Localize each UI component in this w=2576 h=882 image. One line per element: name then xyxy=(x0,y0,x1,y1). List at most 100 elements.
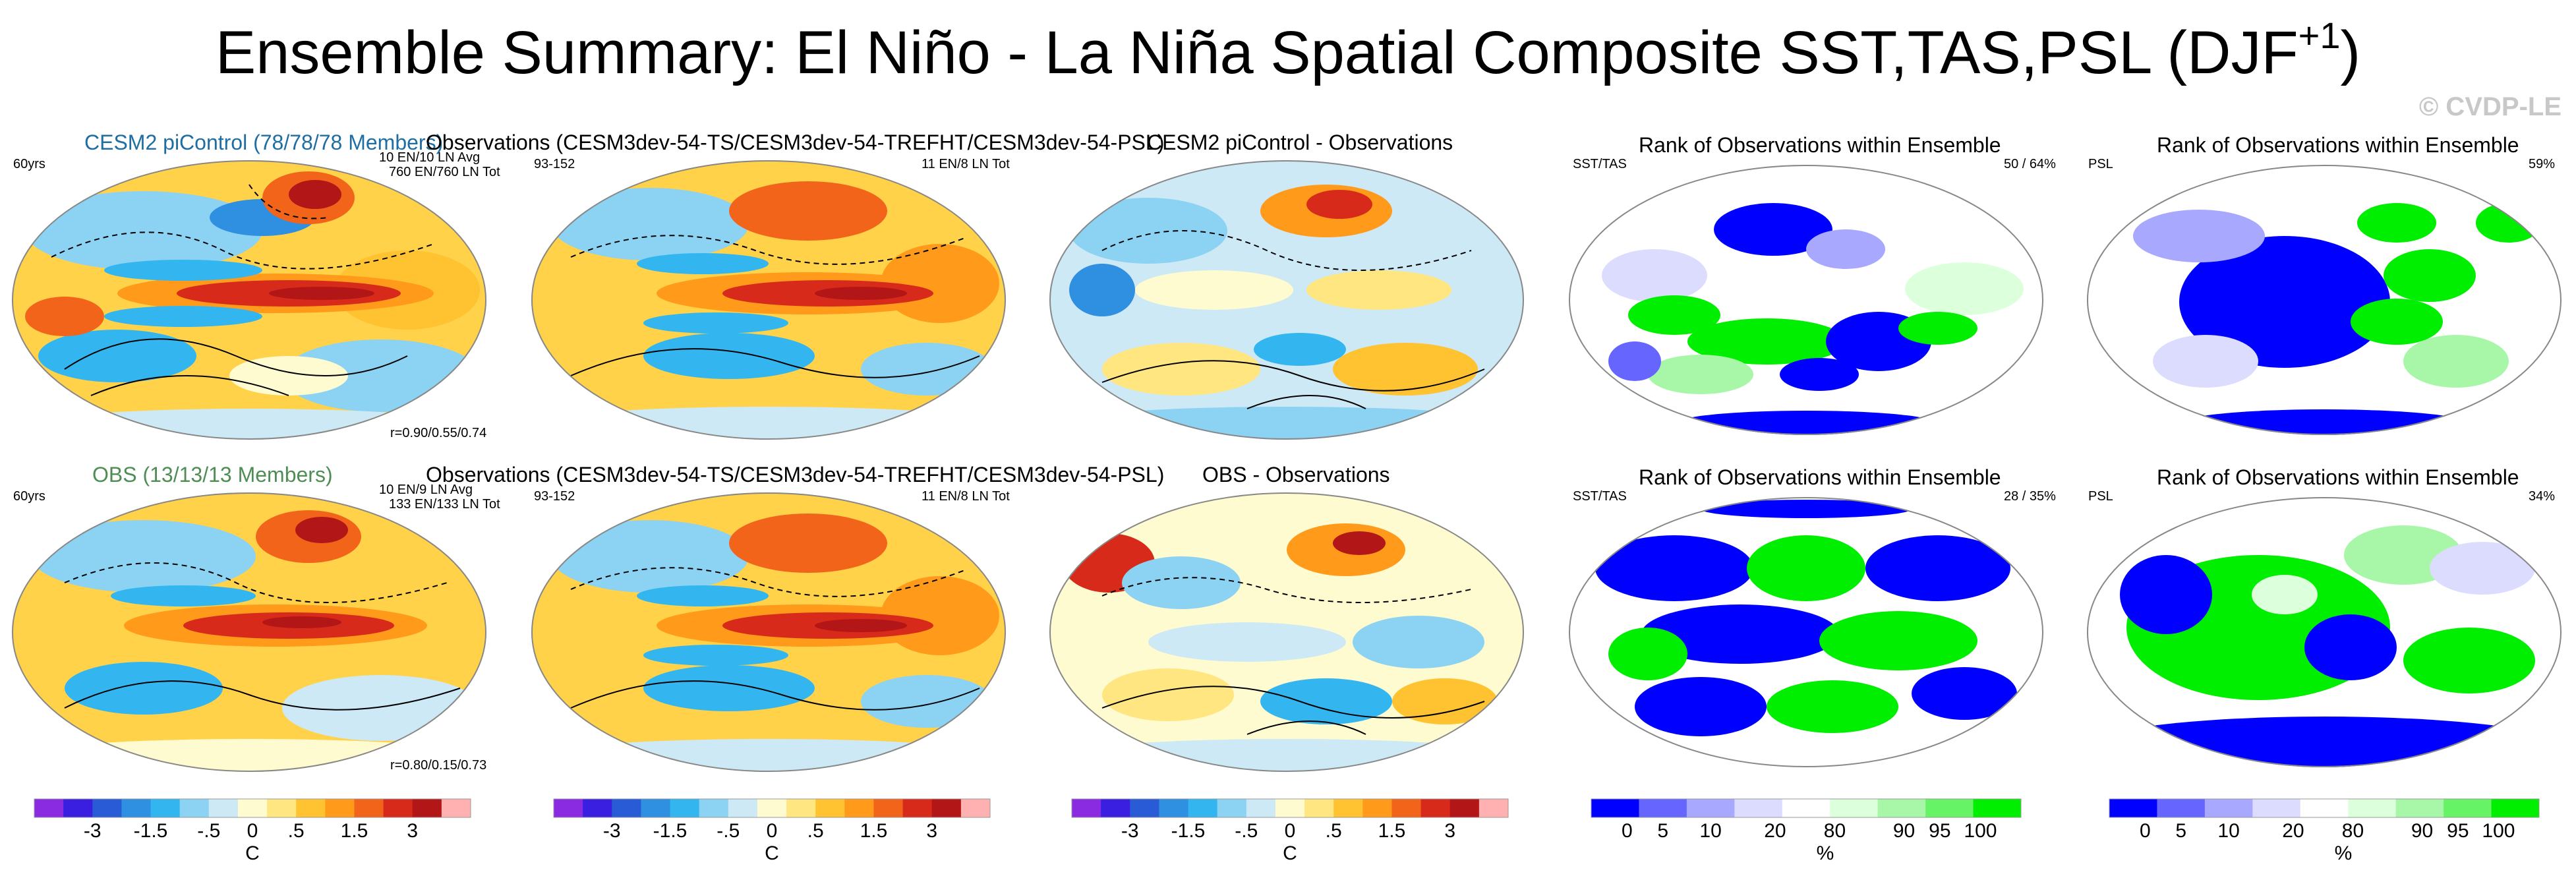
colorbar-swatch xyxy=(2444,799,2492,817)
colorbar-swatch xyxy=(1130,799,1159,817)
colorbar-tick-label: -3 xyxy=(603,820,621,842)
difference-title-row2: OBS - Observations xyxy=(1202,463,1390,486)
colorbar-swatch xyxy=(2109,799,2157,817)
observations-title-row1: Observations (CESM3dev-54-TS/CESM3dev-54… xyxy=(426,131,1165,154)
colorbar-swatch xyxy=(554,799,583,817)
rank-label-sst-row2: SST/TAS xyxy=(1573,489,1627,504)
colorbar-swatch xyxy=(208,799,239,817)
colorbar-swatch xyxy=(1734,799,1783,817)
colorbar-swatch xyxy=(267,799,297,817)
colorbar-tick-label: -1.5 xyxy=(653,820,688,842)
colorbar-rank-2: 0 5 10 20 80 90 95 100% xyxy=(2109,798,2540,864)
colorbar-tick-label: 100 xyxy=(1964,820,1997,842)
colorbar-temperature-2: -3 -1.5 -.5 0 .5 1.5 3 C xyxy=(553,798,991,864)
colorbar-swatch xyxy=(34,799,64,817)
map-rank-sst-row2 xyxy=(1569,497,2043,767)
rank-stat-sst-row2: 28 / 35% xyxy=(2004,489,2056,504)
colorbar-swatch xyxy=(1362,799,1392,817)
colorbar-tick-label: -3 xyxy=(1121,820,1139,842)
colorbar-swatch xyxy=(815,799,845,817)
colorbar-unit-label: % xyxy=(1817,842,1834,864)
colorbar-swatch xyxy=(960,799,991,817)
map-observations-composite-row1 xyxy=(531,160,1006,440)
obs-years-row1: 93-152 xyxy=(534,157,575,171)
colorbar-temperature-3: -3 -1.5 -.5 0 .5 1.5 3 C xyxy=(1071,798,1509,864)
map-rank-psl-row2 xyxy=(2087,497,2561,767)
colorbar-swatch xyxy=(2395,799,2444,817)
rank-title-sst-row2: Rank of Observations within Ensemble xyxy=(1639,465,2001,489)
map-rank-psl-row1 xyxy=(2087,165,2561,435)
colorbar-tick-label: -1.5 xyxy=(1171,820,1206,842)
colorbar-swatch xyxy=(1449,799,1480,817)
ensemble-corr-row2: r=0.80/0.15/0.73 xyxy=(390,758,487,773)
colorbar-tick-label: 1.5 xyxy=(341,820,368,842)
rank-label-psl-row1: PSL xyxy=(2088,157,2113,171)
colorbar-tick-label: .5 xyxy=(807,820,824,842)
colorbar-swatch xyxy=(1478,799,1509,817)
colorbar-swatch xyxy=(931,799,962,817)
colorbar-swatch xyxy=(2348,799,2397,817)
colorbar-tick-label: 3 xyxy=(926,820,937,842)
colorbar-tick-label: 5 xyxy=(2175,820,2186,842)
map-observations-composite-row2 xyxy=(531,492,1006,772)
colorbar-swatch xyxy=(237,799,268,817)
colorbar-tick-label: 95 xyxy=(2447,820,2469,842)
colorbar-tick-label: 3 xyxy=(407,820,418,842)
colorbar-tick-label: 0 xyxy=(767,820,778,842)
colorbar-tick-label: 0 xyxy=(1285,820,1296,842)
colorbar-tick-label: 20 xyxy=(2282,820,2304,842)
rank-stat-sst-row1: 50 / 64% xyxy=(2004,157,2056,171)
rank-title-psl-row1: Rank of Observations within Ensemble xyxy=(2157,133,2519,157)
colorbar-swatch xyxy=(1830,799,1879,817)
colorbar-swatch xyxy=(150,799,181,817)
colorbar-tick-label: 95 xyxy=(1929,820,1950,842)
colorbar-tick-label: -1.5 xyxy=(134,820,168,842)
colorbar-swatch xyxy=(1973,799,2022,817)
colorbar-swatch xyxy=(1304,799,1334,817)
colorbar-rank-1: 0 5 10 20 80 90 95 100% xyxy=(1591,798,2022,864)
colorbar-swatch xyxy=(612,799,641,817)
map-ensemble-composite-row2 xyxy=(12,492,486,772)
colorbar-swatch xyxy=(1686,799,1735,817)
difference-title-row1: CESM2 piControl - Observations xyxy=(1147,131,1453,154)
observations-title-row2: Observations (CESM3dev-54-TS/CESM3dev-54… xyxy=(426,463,1165,486)
colorbar-swatch xyxy=(728,799,758,817)
colorbar-tick-label: 20 xyxy=(1764,820,1786,842)
colorbar-swatch xyxy=(1333,799,1363,817)
colorbar-frame xyxy=(2109,798,2540,818)
colorbar-swatch xyxy=(1275,799,1305,817)
colorbar-swatch xyxy=(2157,799,2206,817)
rank-title-psl-row2: Rank of Observations within Ensemble xyxy=(2157,465,2519,489)
colorbar-tick-label: 80 xyxy=(1824,820,1846,842)
colorbar-tick-label: 3 xyxy=(1444,820,1455,842)
colorbar-frame xyxy=(1591,798,2022,818)
colorbar-swatch xyxy=(786,799,816,817)
colorbar-swatch xyxy=(2204,799,2253,817)
colorbar-swatch xyxy=(670,799,700,817)
colorbar-swatch xyxy=(179,799,210,817)
colorbar-temperature-1: -3 -1.5 -.5 0 .5 1.5 3 C xyxy=(34,798,471,864)
colorbar-swatch xyxy=(441,799,471,817)
colorbar-tick-label: 5 xyxy=(1657,820,1668,842)
colorbar-swatch xyxy=(325,799,355,817)
colorbar-swatch xyxy=(1217,799,1247,817)
colorbar-tick-label: .5 xyxy=(288,820,305,842)
colorbar-swatch xyxy=(641,799,671,817)
colorbar-swatch xyxy=(354,799,384,817)
map-ensemble-composite-row1 xyxy=(12,160,486,440)
colorbar-swatch xyxy=(757,799,787,817)
ensemble-label-row1: CESM2 piControl (78/78/78 Members) xyxy=(84,131,444,154)
colorbar-swatch xyxy=(121,799,152,817)
colorbar-tick-label: 10 xyxy=(2217,820,2239,842)
obs-stats-row2: 11 EN/8 LN Tot xyxy=(922,489,1010,504)
colorbar-swatch xyxy=(63,799,93,817)
colorbar-tick-label: 10 xyxy=(1699,820,1721,842)
ensemble-corr-row1: r=0.90/0.55/0.74 xyxy=(390,426,487,440)
colorbar-unit-label: C xyxy=(765,842,779,864)
colorbar-swatch xyxy=(1925,799,1974,817)
colorbar-swatch xyxy=(1877,799,1926,817)
colorbar-swatch xyxy=(92,799,122,817)
colorbar-swatch xyxy=(296,799,326,817)
colorbar-tick-label: 0 xyxy=(247,820,258,842)
colorbar-swatch xyxy=(1159,799,1189,817)
